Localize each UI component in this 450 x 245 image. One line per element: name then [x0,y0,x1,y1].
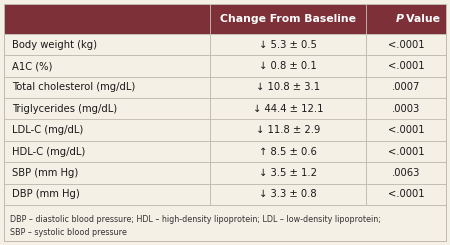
Bar [4,4,210,34]
Bar [210,77,366,98]
Bar [366,55,446,77]
Text: Body weight (kg): Body weight (kg) [12,40,97,50]
Bar [210,120,366,141]
Text: ↓ 44.4 ± 12.1: ↓ 44.4 ± 12.1 [253,104,323,114]
Text: LDL-C (mg/dL): LDL-C (mg/dL) [12,125,83,135]
Bar [4,34,210,55]
Bar [4,162,210,184]
Text: HDL-C (mg/dL): HDL-C (mg/dL) [12,147,85,157]
Text: SBP (mm Hg): SBP (mm Hg) [12,168,78,178]
Bar [4,120,210,141]
Text: .0007: .0007 [392,82,420,92]
Text: <.0001: <.0001 [388,125,424,135]
Bar [210,34,366,55]
Bar [366,141,446,162]
Text: ↓ 5.3 ± 0.5: ↓ 5.3 ± 0.5 [259,40,317,50]
Bar [210,141,366,162]
Text: Change From Baseline: Change From Baseline [220,14,356,24]
Text: ↓ 3.3 ± 0.8: ↓ 3.3 ± 0.8 [259,189,317,199]
Text: <.0001: <.0001 [388,61,424,71]
Text: Value: Value [405,14,441,24]
Bar [366,120,446,141]
Text: ↓ 3.5 ± 1.2: ↓ 3.5 ± 1.2 [259,168,317,178]
Text: Total cholesterol (mg/dL): Total cholesterol (mg/dL) [12,82,135,92]
Text: .0003: .0003 [392,104,420,114]
Text: ↑ 8.5 ± 0.6: ↑ 8.5 ± 0.6 [259,147,317,157]
Text: A1C (%): A1C (%) [12,61,52,71]
Bar [366,77,446,98]
Text: ↓ 11.8 ± 2.9: ↓ 11.8 ± 2.9 [256,125,320,135]
Bar [210,184,366,205]
Bar [366,98,446,120]
Text: <.0001: <.0001 [388,189,424,199]
Text: DBP (mm Hg): DBP (mm Hg) [12,189,80,199]
Text: DBP – diastolic blood pressure; HDL – high-density lipoprotein; LDL – low-densit: DBP – diastolic blood pressure; HDL – hi… [10,215,381,224]
Text: <.0001: <.0001 [388,147,424,157]
Bar [366,4,446,34]
Bar [210,98,366,120]
Text: SBP – systolic blood pressure: SBP – systolic blood pressure [10,228,127,237]
Bar [4,55,210,77]
Bar [4,98,210,120]
Bar [366,184,446,205]
Bar [366,34,446,55]
Text: ↓ 0.8 ± 0.1: ↓ 0.8 ± 0.1 [259,61,317,71]
Text: ↓ 10.8 ± 3.1: ↓ 10.8 ± 3.1 [256,82,320,92]
Text: <.0001: <.0001 [388,40,424,50]
Bar [210,55,366,77]
Bar [4,77,210,98]
Bar [210,4,366,34]
Bar [210,162,366,184]
Bar [4,205,446,241]
Bar [4,184,210,205]
Text: Triglycerides (mg/dL): Triglycerides (mg/dL) [12,104,117,114]
Bar [4,141,210,162]
Bar [366,162,446,184]
Text: P: P [396,14,404,24]
Text: .0063: .0063 [392,168,420,178]
